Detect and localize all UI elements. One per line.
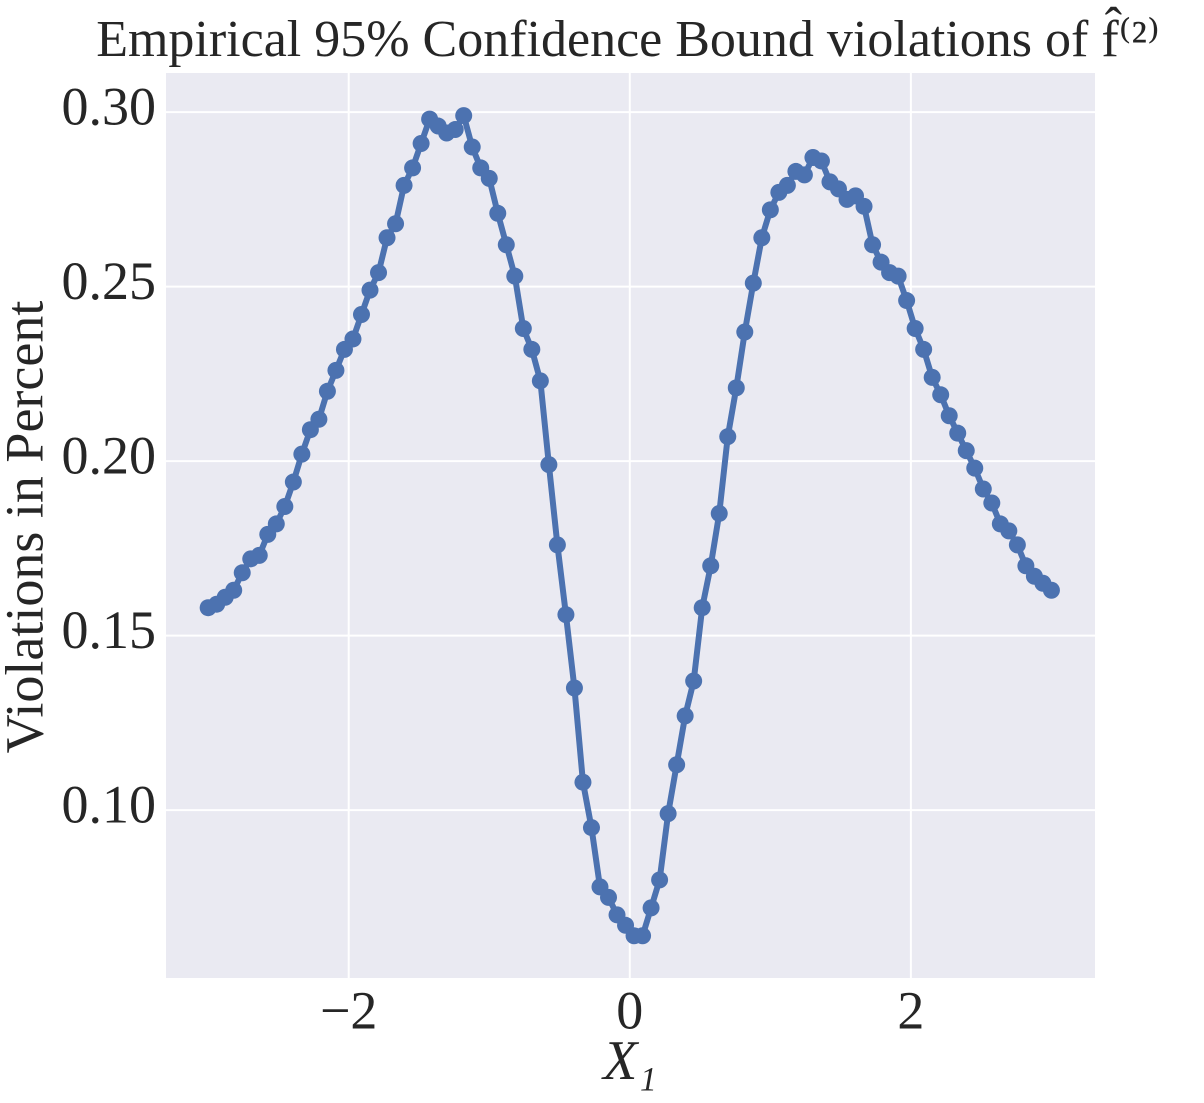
- data-point: [480, 169, 498, 187]
- data-point: [574, 773, 592, 791]
- data-point: [582, 819, 600, 837]
- data-point: [489, 204, 507, 222]
- y-axis-label: Violations in Percent: [0, 301, 54, 754]
- data-point: [889, 267, 907, 285]
- data-point: [267, 515, 285, 533]
- data-point: [906, 319, 924, 337]
- data-point: [966, 459, 984, 477]
- data-point: [753, 229, 771, 247]
- data-point: [370, 264, 388, 282]
- data-point: [225, 581, 243, 599]
- x-axis-label: X₁: [601, 1030, 657, 1092]
- data-point: [659, 805, 677, 823]
- data-point: [455, 107, 473, 125]
- data-point: [957, 442, 975, 460]
- chart-title: Empirical 95% Confidence Bound violation…: [96, 6, 1160, 68]
- y-tick-label: 0.15: [62, 600, 157, 660]
- data-point: [693, 599, 711, 617]
- data-point: [344, 330, 362, 348]
- data-point: [795, 166, 813, 184]
- x-tick-label: 0: [616, 980, 643, 1040]
- data-point: [761, 201, 779, 219]
- data-point: [685, 672, 703, 690]
- data-point: [974, 480, 992, 498]
- data-point: [540, 456, 558, 474]
- data-point: [855, 197, 873, 215]
- data-point: [932, 386, 950, 404]
- data-point: [250, 546, 268, 564]
- data-point: [812, 152, 830, 170]
- data-point: [676, 707, 694, 725]
- data-point: [1000, 522, 1018, 540]
- data-point: [233, 564, 251, 582]
- y-tick-label: 0.25: [62, 251, 157, 311]
- data-point: [736, 323, 754, 341]
- data-point: [634, 927, 652, 945]
- data-point: [523, 340, 541, 358]
- data-point: [864, 236, 882, 254]
- data-point: [651, 871, 669, 889]
- data-point: [898, 292, 916, 310]
- data-point: [668, 756, 686, 774]
- y-tick-label: 0.20: [62, 425, 157, 485]
- data-point: [557, 606, 575, 624]
- data-point: [378, 229, 396, 247]
- data-point: [548, 536, 566, 554]
- data-point: [463, 138, 481, 156]
- data-point: [352, 306, 370, 324]
- data-point: [940, 407, 958, 425]
- data-point: [361, 281, 379, 299]
- x-tick-label: 2: [897, 980, 924, 1040]
- y-tick-label: 0.10: [62, 775, 157, 835]
- y-tick-label: 0.30: [62, 76, 157, 136]
- data-point: [497, 236, 515, 254]
- data-point: [719, 428, 737, 446]
- data-point: [600, 888, 618, 906]
- data-point: [387, 215, 405, 233]
- data-point: [506, 267, 524, 285]
- data-point: [702, 557, 720, 575]
- data-point: [404, 159, 422, 177]
- data-point: [710, 504, 728, 522]
- data-point: [446, 121, 464, 139]
- data-point: [923, 368, 941, 386]
- data-point: [276, 497, 294, 515]
- data-point: [318, 382, 336, 400]
- data-point: [642, 899, 660, 917]
- data-point: [778, 176, 796, 194]
- data-point: [327, 361, 345, 379]
- data-point: [293, 445, 311, 463]
- data-point: [744, 274, 762, 292]
- data-point: [565, 679, 583, 697]
- data-point: [1008, 536, 1026, 554]
- data-point: [1042, 581, 1060, 599]
- data-point: [412, 135, 430, 153]
- data-point: [514, 319, 532, 337]
- x-tick-label: −2: [320, 980, 377, 1040]
- data-point: [531, 372, 549, 390]
- data-point: [284, 473, 302, 491]
- data-point: [395, 176, 413, 194]
- data-point: [915, 340, 933, 358]
- data-point: [983, 494, 1001, 512]
- data-point: [727, 379, 745, 397]
- data-point: [310, 410, 328, 428]
- data-point: [949, 424, 967, 442]
